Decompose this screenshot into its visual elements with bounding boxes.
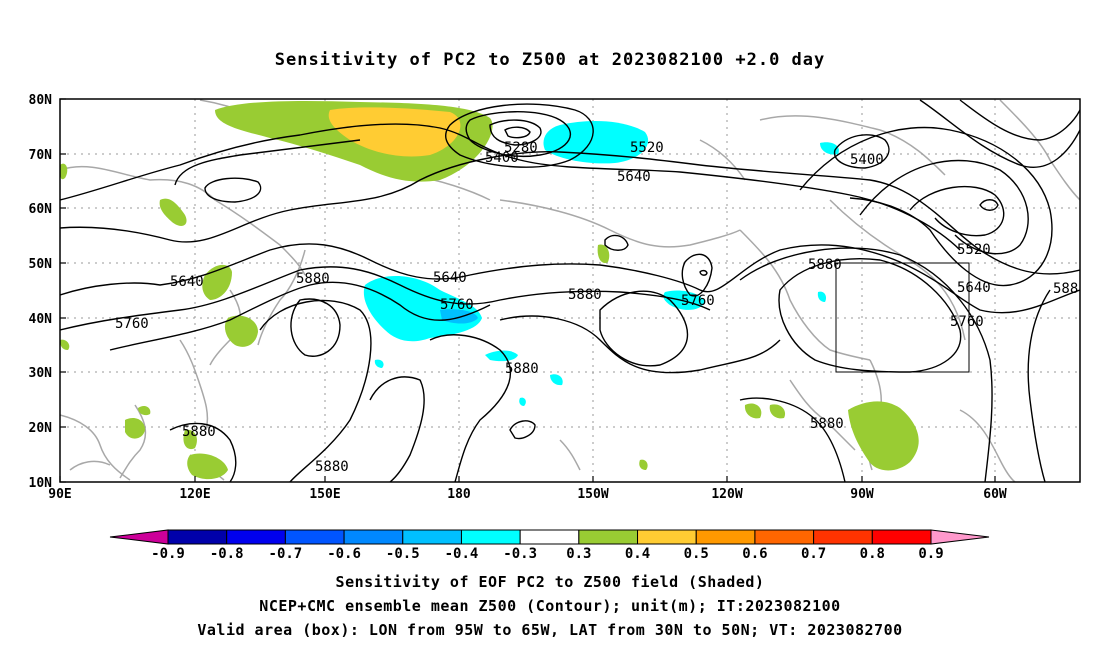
colorbar-tick-label: -0.9 (151, 546, 185, 562)
contour-label: 5640 (617, 169, 651, 185)
caption-shading: Sensitivity of EOF PC2 to Z500 field (Sh… (335, 573, 765, 591)
colorbar-tick-label: -0.4 (445, 546, 479, 562)
lon-label: 120E (179, 487, 210, 502)
lon-label: 90E (48, 487, 71, 502)
colorbar-swatch (343, 529, 404, 545)
lat-label: 40N (29, 312, 53, 327)
z500-contours (60, 99, 1080, 482)
contour-label: 5640 (170, 274, 204, 290)
lon-label: 150W (577, 487, 608, 502)
lon-label: 60W (983, 487, 1007, 502)
lon-label: 120W (711, 487, 742, 502)
contour-label: 5760 (115, 316, 149, 332)
colorbar-swatch (695, 529, 756, 545)
lat-label: 20N (29, 421, 53, 436)
lon-label: 150E (309, 487, 340, 502)
colorbar-tick-label: 0.5 (684, 546, 709, 562)
colorbar-swatch (167, 529, 228, 545)
colorbar-swatch (402, 529, 462, 545)
contour-label: 5880 (568, 287, 602, 303)
contour-label: 5880 (182, 424, 216, 440)
colorbar-extend-high (930, 529, 990, 545)
lat-label: 30N (29, 366, 53, 381)
contour-label: 5880 (296, 271, 330, 287)
axis-ticks (59, 98, 996, 483)
lat-label: 50N (29, 257, 53, 272)
contour-label: 5280 (504, 140, 538, 156)
contour-label: 5640 (433, 270, 467, 286)
valid-area-box (835, 262, 970, 373)
colorbar-tick-label: -0.3 (503, 546, 537, 562)
caption-valid-area: Valid area (box): LON from 95W to 65W, L… (197, 621, 903, 639)
contour-label: 5880 (808, 257, 842, 273)
colorbar-swatch (460, 529, 521, 545)
chart-title: Sensitivity of PC2 to Z500 at 2023082100… (274, 50, 826, 70)
contour-label: 5760 (440, 297, 474, 313)
map-border (59, 98, 1081, 483)
lon-label: 180 (447, 487, 471, 502)
colorbar-swatch (226, 529, 286, 545)
colorbar-swatch (637, 529, 697, 545)
colorbar-tick-label: -0.5 (386, 546, 420, 562)
coastlines (60, 99, 1080, 482)
contour-label: 5880 (315, 459, 349, 475)
contour-label: 5400 (485, 150, 519, 166)
colorbar-tick-label: -0.8 (210, 546, 244, 562)
contour-label: 5760 (950, 314, 984, 330)
lat-label: 10N (29, 476, 53, 491)
lat-label: 70N (29, 148, 53, 163)
lat-label: 60N (29, 202, 53, 217)
colorbar-tick-label: -0.6 (327, 546, 361, 562)
contour-label: 5880 (810, 416, 844, 432)
contour-label: 5400 (850, 152, 884, 168)
colorbar-tick-label: 0.6 (742, 546, 767, 562)
colorbar-swatch (813, 529, 873, 545)
caption-contour: NCEP+CMC ensemble mean Z500 (Contour); u… (259, 597, 841, 615)
contour-label: 5640 (957, 280, 991, 296)
colorbar-swatch (754, 529, 815, 545)
colorbar-swatch (519, 529, 580, 545)
colorbar-tick-label: 0.4 (625, 546, 650, 562)
colorbar-tick-label: 0.3 (566, 546, 591, 562)
colorbar-extend-low (109, 529, 169, 545)
shaded-positive-0.4 (328, 107, 461, 157)
colorbar-tick-label: 0.7 (801, 546, 826, 562)
lon-label: 90W (850, 487, 874, 502)
colorbar (109, 529, 990, 545)
contour-label: 5520 (630, 140, 664, 156)
colorbar-swatch (284, 529, 345, 545)
lat-label: 80N (29, 93, 53, 108)
contour-label: 5880 (505, 361, 539, 377)
contour-label: 588 (1053, 281, 1078, 297)
contour-label: 5760 (681, 293, 715, 309)
colorbar-tick-label: -0.7 (269, 546, 303, 562)
colorbar-tick-label: 0.9 (918, 546, 943, 562)
colorbar-tick-label: 0.8 (860, 546, 885, 562)
contour-label: 5520 (957, 242, 991, 258)
colorbar-swatch (871, 529, 932, 545)
colorbar-swatch (578, 529, 639, 545)
